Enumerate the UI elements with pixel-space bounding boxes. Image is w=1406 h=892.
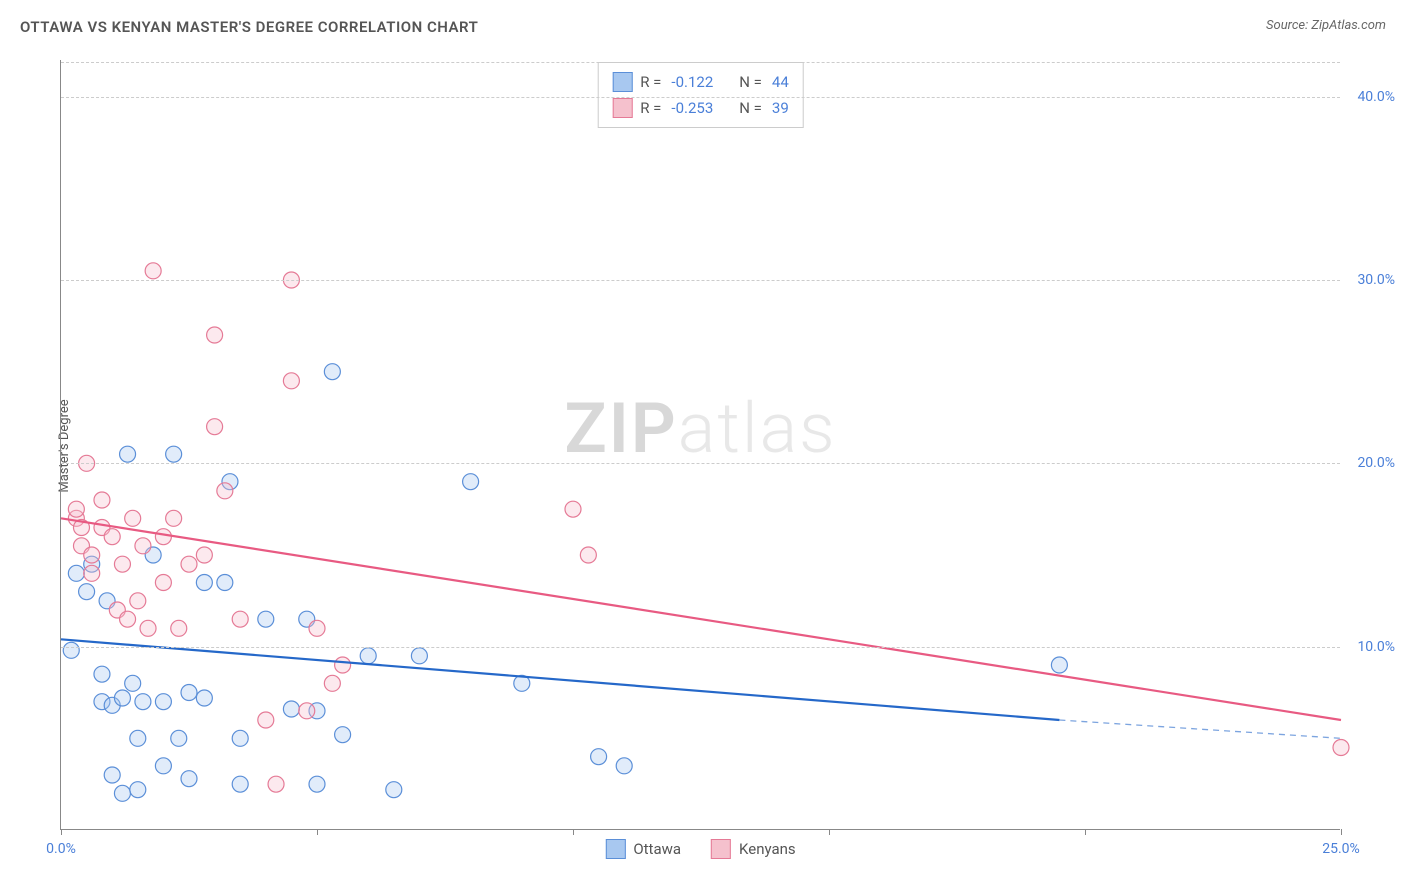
legend-item-ottawa: Ottawa bbox=[605, 839, 681, 859]
chart-title: OTTAWA VS KENYAN MASTER'S DEGREE CORRELA… bbox=[20, 18, 478, 36]
chart-container: OTTAWA VS KENYAN MASTER'S DEGREE CORRELA… bbox=[10, 10, 1396, 882]
chart-svg bbox=[61, 60, 1340, 829]
x-tick-label: 0.0% bbox=[46, 841, 76, 857]
y-tick-label: 30.0% bbox=[1357, 272, 1395, 288]
series-legend: Ottawa Kenyans bbox=[605, 839, 795, 859]
legend-swatch-icon bbox=[711, 839, 731, 859]
y-tick-label: 10.0% bbox=[1357, 639, 1395, 655]
legend-swatch-icon bbox=[605, 839, 625, 859]
legend-item-kenyans: Kenyans bbox=[711, 839, 796, 859]
plot-area: ZIPatlas R = -0.122 N = 44 R = -0.253 N … bbox=[60, 60, 1340, 830]
x-tick-label: 25.0% bbox=[1322, 841, 1360, 857]
y-tick-label: 20.0% bbox=[1357, 455, 1395, 471]
y-tick-label: 40.0% bbox=[1357, 89, 1395, 105]
source-label: Source: ZipAtlas.com bbox=[1266, 18, 1386, 33]
